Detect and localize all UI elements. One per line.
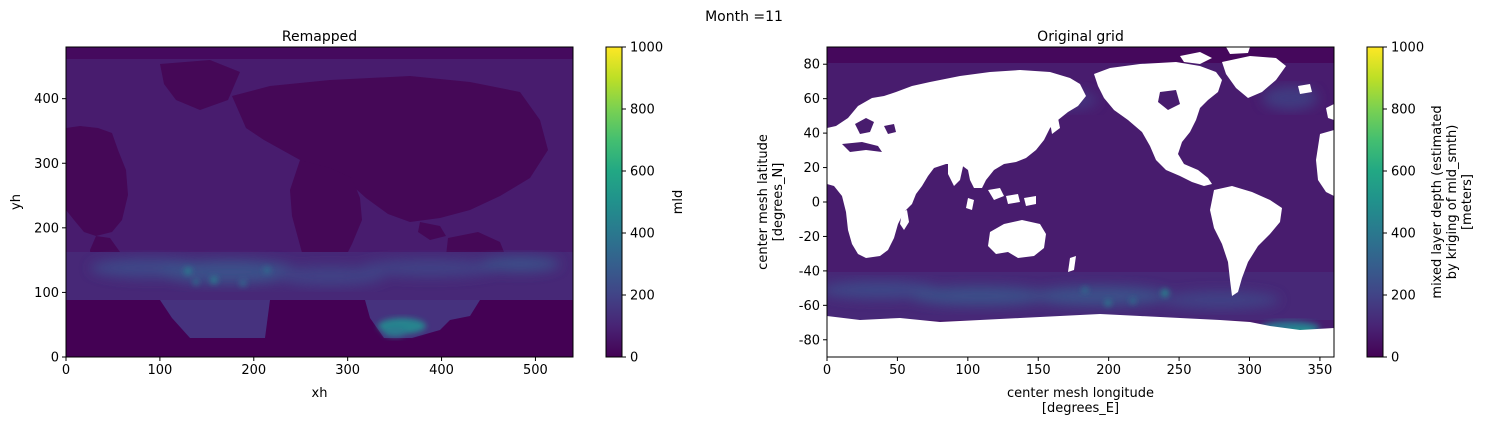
remapped-cbar-tick-label: 400 bbox=[630, 227, 655, 242]
original-ytick-label: 40 bbox=[803, 127, 820, 142]
remapped-ytick-label: 200 bbox=[34, 221, 59, 236]
original-cbar-tick-label: 0 bbox=[1391, 351, 1399, 366]
remapped-xtick-label: 400 bbox=[429, 363, 454, 378]
original-xtick-label: 300 bbox=[1237, 363, 1262, 378]
panel-remapped-title: Remapped bbox=[282, 29, 357, 45]
remapped-ytick-label: 100 bbox=[34, 286, 59, 301]
original-ytick-label: 20 bbox=[803, 161, 820, 176]
original-ytick-label: -40 bbox=[799, 264, 820, 279]
original-colorbar: 0 200 400 600 800 1000 mixed layer depth (est… bbox=[1366, 41, 1475, 366]
remapped-ytick-label: 300 bbox=[34, 157, 59, 172]
remapped-x-axis: 0 100 200 300 400 500 bbox=[62, 357, 548, 378]
original-xtick-label: 50 bbox=[889, 363, 906, 378]
original-xtick-label: 350 bbox=[1308, 363, 1333, 378]
original-x-axis: 0 50 100 150 200 250 300 350 bbox=[823, 357, 1332, 378]
original-ytick-label: 0 bbox=[812, 196, 820, 211]
original-ytick-label: 80 bbox=[803, 58, 820, 73]
original-ytick-label: -20 bbox=[799, 230, 820, 245]
original-xtick-label: 250 bbox=[1167, 363, 1192, 378]
figure-suptitle: Month =11 bbox=[705, 9, 783, 25]
original-cbar-tick-label: 600 bbox=[1391, 165, 1416, 180]
original-cbar-tick-label: 200 bbox=[1391, 289, 1416, 304]
original-ylabel: center mesh latitude[degrees_N] bbox=[756, 134, 786, 270]
remapped-xtick-label: 100 bbox=[147, 363, 172, 378]
original-ytick-label: -60 bbox=[799, 299, 820, 314]
panel-original: Original grid bbox=[756, 29, 1475, 416]
remapped-xtick-label: 500 bbox=[523, 363, 548, 378]
remapped-xtick-label: 0 bbox=[62, 363, 70, 378]
remapped-ytick-label: 400 bbox=[34, 92, 59, 107]
original-cbar-tick-label: 1000 bbox=[1391, 41, 1424, 56]
remapped-cbar-tick-label: 800 bbox=[630, 103, 655, 118]
svg-text:mixed layer depth (estimatedby: mixed layer depth (estimatedby kriging o… bbox=[1430, 105, 1475, 298]
original-heatmap bbox=[827, 47, 1334, 357]
original-xlabel: center mesh longitude [degrees_E] bbox=[1007, 386, 1154, 416]
svg-text:center mesh longitude[degrees_: center mesh longitude [degrees_E] bbox=[1007, 386, 1154, 416]
remapped-xlabel: xh bbox=[312, 386, 328, 401]
original-xtick-label: 150 bbox=[1026, 363, 1051, 378]
remapped-xtick-label: 300 bbox=[335, 363, 360, 378]
original-xtick-label: 0 bbox=[823, 363, 831, 378]
original-cbar-tick-label: 800 bbox=[1391, 103, 1416, 118]
remapped-ylabel: yh bbox=[9, 194, 24, 210]
original-cbar-tick-label: 400 bbox=[1391, 227, 1416, 242]
original-ytick-label: -80 bbox=[799, 333, 820, 348]
original-xtick-label: 200 bbox=[1096, 363, 1121, 378]
original-land bbox=[827, 47, 1334, 357]
remapped-colorbar: 0 200 400 600 800 1000 mld bbox=[605, 41, 686, 366]
original-y-axis: -80 -60 -40 -20 0 20 40 60 80 bbox=[799, 58, 827, 348]
remapped-colorbar-label: mld bbox=[671, 190, 686, 215]
original-ytick-label: 60 bbox=[803, 92, 820, 107]
svg-text:center mesh latitude[degrees_N: center mesh latitude[degrees_N] bbox=[756, 134, 786, 270]
remapped-cbar-tick-label: 0 bbox=[630, 351, 638, 366]
remapped-ytick-label: 0 bbox=[51, 351, 59, 366]
original-colorbar-label: mixed layer depth (estimatedby kriging o… bbox=[1430, 105, 1475, 298]
original-xtick-label: 100 bbox=[955, 363, 980, 378]
panel-original-title: Original grid bbox=[1037, 29, 1124, 45]
remapped-heatmap bbox=[66, 47, 573, 357]
remapped-cbar-tick-label: 600 bbox=[630, 165, 655, 180]
remapped-cbar-tick-label: 200 bbox=[630, 289, 655, 304]
remapped-y-axis: 0 100 200 300 400 bbox=[34, 92, 66, 366]
panel-remapped: Remapped bbox=[9, 29, 686, 401]
remapped-cbar-tick-label: 1000 bbox=[630, 41, 663, 56]
remapped-xtick-label: 200 bbox=[241, 363, 266, 378]
